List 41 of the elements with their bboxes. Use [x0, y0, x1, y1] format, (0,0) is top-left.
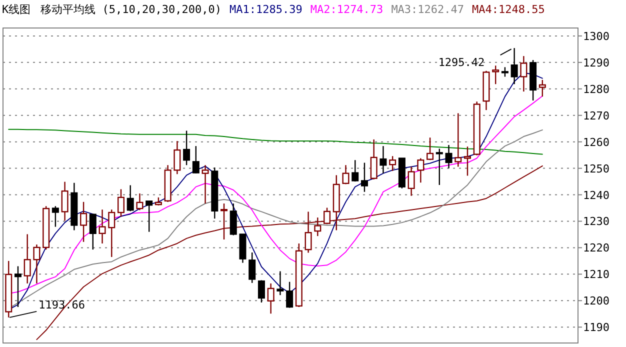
y-tick-label: 1220: [583, 242, 610, 255]
candlestick: [445, 144, 452, 169]
candlestick: [61, 181, 68, 222]
line-series: [8, 128, 543, 155]
chart-title: K线图: [2, 3, 31, 16]
y-tick-label: 1300: [583, 30, 610, 43]
candlestick: [417, 158, 424, 184]
candlestick: [520, 55, 528, 92]
text: MA3:1262.47: [391, 3, 464, 16]
text: MA4:1248.55: [472, 3, 545, 16]
y-tick-label: 1260: [583, 136, 610, 149]
y-tick-label: 1290: [583, 56, 610, 70]
candlestick: [80, 201, 88, 242]
text: MA2:1274.73: [310, 3, 384, 16]
candlestick: [314, 216, 322, 237]
candlestick: [33, 244, 40, 284]
candlestick: [332, 174, 340, 231]
y-tick-label: 1250: [583, 162, 610, 176]
candlestick: [267, 282, 274, 314]
y-tick-label: 1190: [583, 321, 610, 334]
candlestick: [304, 211, 312, 254]
line-series: [36, 165, 543, 340]
candlestick: [510, 47, 518, 85]
text: MA1:1285.39: [229, 3, 302, 16]
y-tick-label: 1280: [583, 82, 610, 96]
candlestick: [24, 234, 31, 284]
chart-subtitle: 移动平均线 (5,10,20,30,200,0): [40, 3, 222, 16]
candlestick: [98, 208, 106, 244]
y-tick-label: 1240: [583, 188, 610, 202]
candlestick: [408, 166, 415, 196]
y-tick-label: 1230: [583, 215, 610, 228]
y-tick-label: 1270: [583, 109, 610, 122]
annotation: 1295.42: [438, 56, 485, 70]
candlestick: [380, 145, 387, 174]
y-tick-label: 1210: [583, 268, 610, 282]
candlestick: [464, 146, 471, 176]
candlestick: [174, 140, 181, 175]
candlestick: [70, 182, 78, 231]
candlestick: [276, 270, 284, 296]
candlestick: [202, 164, 209, 204]
y-tick-label: 1200: [583, 294, 610, 308]
